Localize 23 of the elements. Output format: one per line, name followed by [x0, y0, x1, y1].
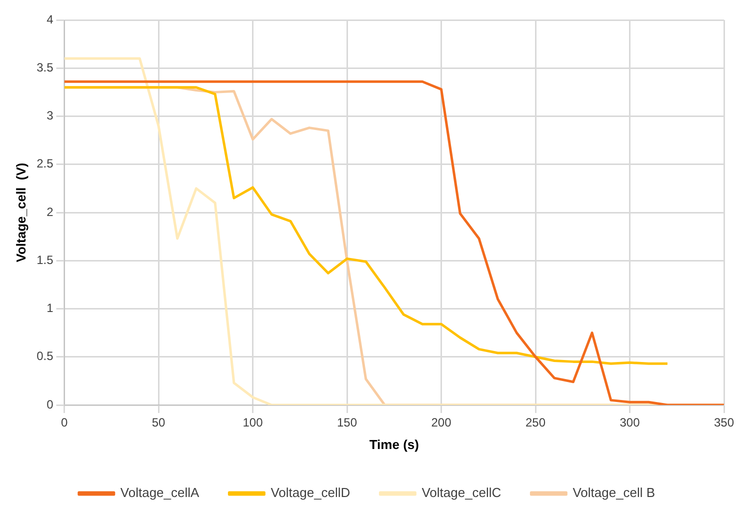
y-tick-label: 0 [46, 397, 54, 412]
legend-label: Voltage_cellD [270, 485, 350, 500]
x-tick-label: 50 [152, 416, 166, 430]
y-tick-label: 3.5 [36, 60, 54, 74]
y-tick-label: 0.5 [36, 349, 54, 364]
x-tick-label: 0 [60, 416, 68, 430]
legend-label: Voltage_cellC [422, 485, 502, 500]
y-tick-label: 2 [46, 204, 54, 219]
y-tick-label: 1.5 [36, 252, 54, 267]
x-tick-label: 300 [620, 416, 640, 430]
y-tick-label: 3 [46, 108, 54, 123]
x-axis-title: Time (s) [369, 436, 419, 452]
y-axis-title: Voltage_cell (V) [13, 162, 28, 262]
y-tick-label: 4 [46, 12, 54, 26]
x-tick-label: 100 [242, 416, 264, 430]
x-tick-label: 200 [431, 416, 452, 430]
legend-label: Voltage_cellA [120, 485, 200, 500]
y-tick-label: 2.5 [36, 156, 54, 171]
x-tick-label: 250 [525, 416, 546, 430]
x-tick-label: 350 [714, 416, 734, 430]
x-tick-label: 150 [337, 416, 358, 430]
y-tick-label: 1 [46, 301, 54, 316]
legend-label: Voltage_cell B [572, 485, 656, 500]
